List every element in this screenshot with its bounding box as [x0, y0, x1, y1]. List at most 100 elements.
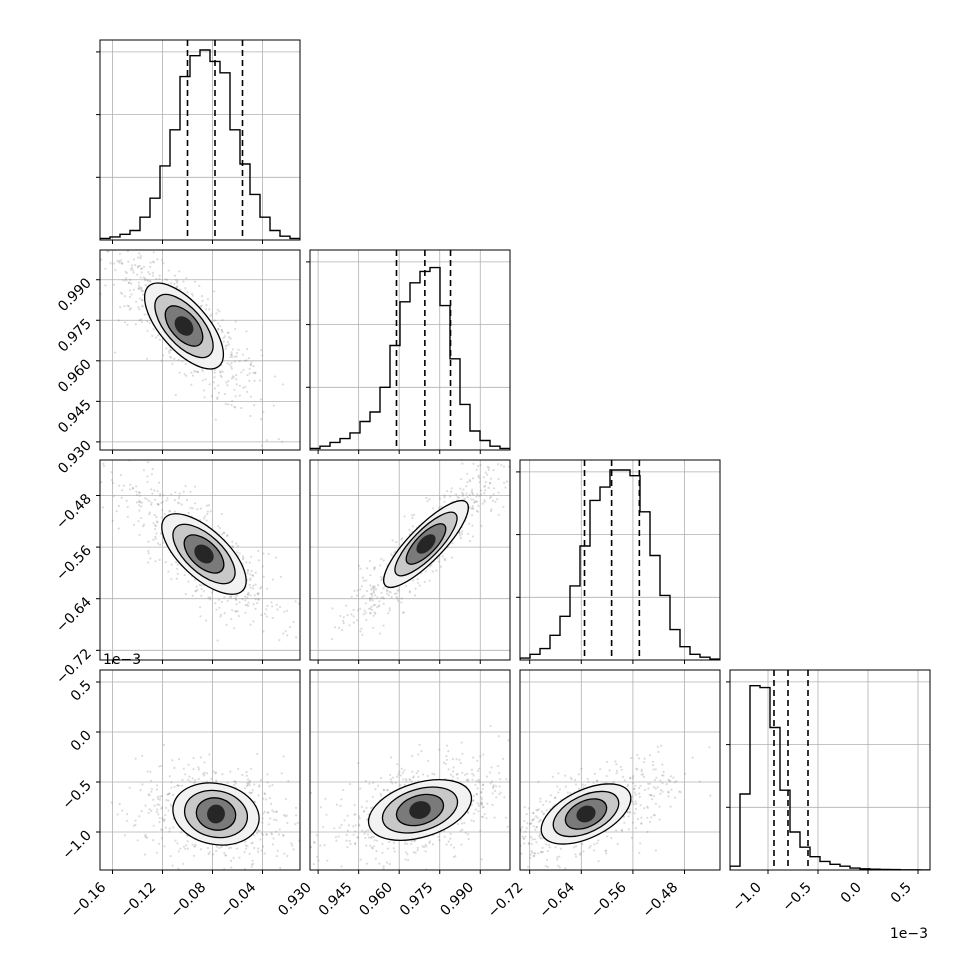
scatter-point — [265, 833, 268, 836]
scatter-point — [450, 556, 454, 559]
scatter-point — [661, 774, 664, 777]
scatter-point — [143, 313, 146, 316]
scatter-point — [200, 584, 203, 587]
scatter-point — [147, 811, 150, 815]
scatter-point — [157, 334, 160, 337]
scatter-point — [187, 778, 190, 782]
scatter-point — [243, 787, 246, 790]
scatter-point — [244, 611, 247, 614]
scatter-point — [253, 846, 256, 850]
scatter-point — [135, 457, 137, 459]
scatter-point — [637, 757, 641, 760]
scatter-point — [248, 784, 251, 787]
scatter-point — [215, 849, 218, 853]
scatter-point — [525, 813, 528, 816]
scatter-point — [138, 264, 141, 267]
scatter-point — [480, 858, 483, 861]
scatter-point — [480, 489, 483, 492]
scatter-point — [524, 835, 527, 838]
scatter-point — [147, 561, 150, 564]
scatter-point — [158, 821, 161, 824]
scatter-point — [119, 306, 122, 309]
scatter-point — [266, 773, 269, 776]
scatter-point — [387, 612, 390, 615]
panel-frame-3-3 — [729, 669, 931, 871]
scatter-point — [457, 496, 460, 499]
scatter-point — [661, 763, 664, 766]
scatter-point — [327, 676, 329, 678]
scatter-point — [382, 602, 385, 606]
scatter-point — [631, 795, 634, 798]
scatter-point — [312, 664, 314, 666]
panel-2-1 — [309, 459, 511, 678]
scatter-point — [506, 825, 509, 829]
scatter-point — [483, 499, 486, 502]
scatter-point — [592, 781, 595, 784]
x-tick-label: −0.16 — [68, 879, 110, 921]
scatter-point — [191, 594, 194, 597]
scatter-point — [257, 794, 260, 797]
scatter-point — [346, 846, 349, 849]
scatter-point — [466, 496, 469, 499]
scatter-point — [148, 500, 151, 503]
scatter-point — [95, 245, 97, 247]
scatter-point — [479, 803, 483, 806]
scatter-point — [256, 832, 259, 835]
scatter-point — [148, 794, 151, 797]
scatter-point — [221, 533, 224, 536]
scatter-point — [667, 791, 670, 794]
scatter-point — [151, 274, 154, 277]
scatter-point — [470, 819, 473, 822]
scatter-point — [91, 783, 93, 785]
scatter-point — [152, 538, 155, 541]
scatter-point — [273, 375, 277, 378]
scatter-point — [491, 499, 495, 502]
scatter-point — [374, 612, 377, 615]
scatter-point — [545, 858, 549, 861]
scatter-point — [213, 371, 216, 374]
scatter-point — [230, 353, 233, 356]
scatter-point — [194, 589, 197, 593]
scatter-point — [359, 567, 362, 570]
scatter-point — [445, 755, 448, 758]
panel-0-0 — [96, 39, 301, 244]
scatter-point — [390, 780, 393, 783]
scatter-point — [659, 779, 662, 782]
scatter-point — [305, 828, 307, 830]
scatter-point — [521, 826, 524, 829]
scatter-point — [250, 842, 253, 845]
scatter-point — [120, 262, 123, 265]
scatter-point — [389, 778, 393, 781]
scatter-point — [319, 844, 322, 847]
scatter-point — [390, 553, 393, 556]
scatter-point — [116, 260, 119, 263]
scatter-point — [343, 819, 346, 822]
scatter-point — [483, 485, 486, 488]
scatter-point — [382, 788, 385, 792]
scatter-point — [247, 593, 250, 596]
scatter-point — [622, 815, 626, 819]
scatter-point — [252, 862, 255, 865]
scatter-point — [446, 490, 449, 493]
scatter-point — [147, 540, 150, 543]
scatter-point — [254, 607, 257, 611]
scatter-point — [235, 603, 238, 606]
scatter-point — [379, 872, 381, 874]
scatter-point — [395, 541, 398, 544]
scatter-point — [410, 514, 413, 517]
panel-frame-3-1 — [309, 669, 511, 871]
scatter-point — [463, 821, 466, 825]
scatter-point — [246, 784, 249, 788]
scatter-point — [247, 591, 250, 595]
scatter-point — [539, 818, 542, 821]
scatter-point — [172, 793, 175, 797]
scatter-point — [260, 444, 264, 447]
scatter-point — [270, 601, 273, 604]
scatter-point — [523, 837, 526, 841]
scatter-point — [249, 586, 252, 589]
scatter-point — [139, 257, 142, 260]
scatter-point — [640, 822, 643, 825]
scatter-point — [428, 841, 431, 845]
scatter-point — [475, 793, 478, 796]
scatter-point — [246, 390, 249, 393]
